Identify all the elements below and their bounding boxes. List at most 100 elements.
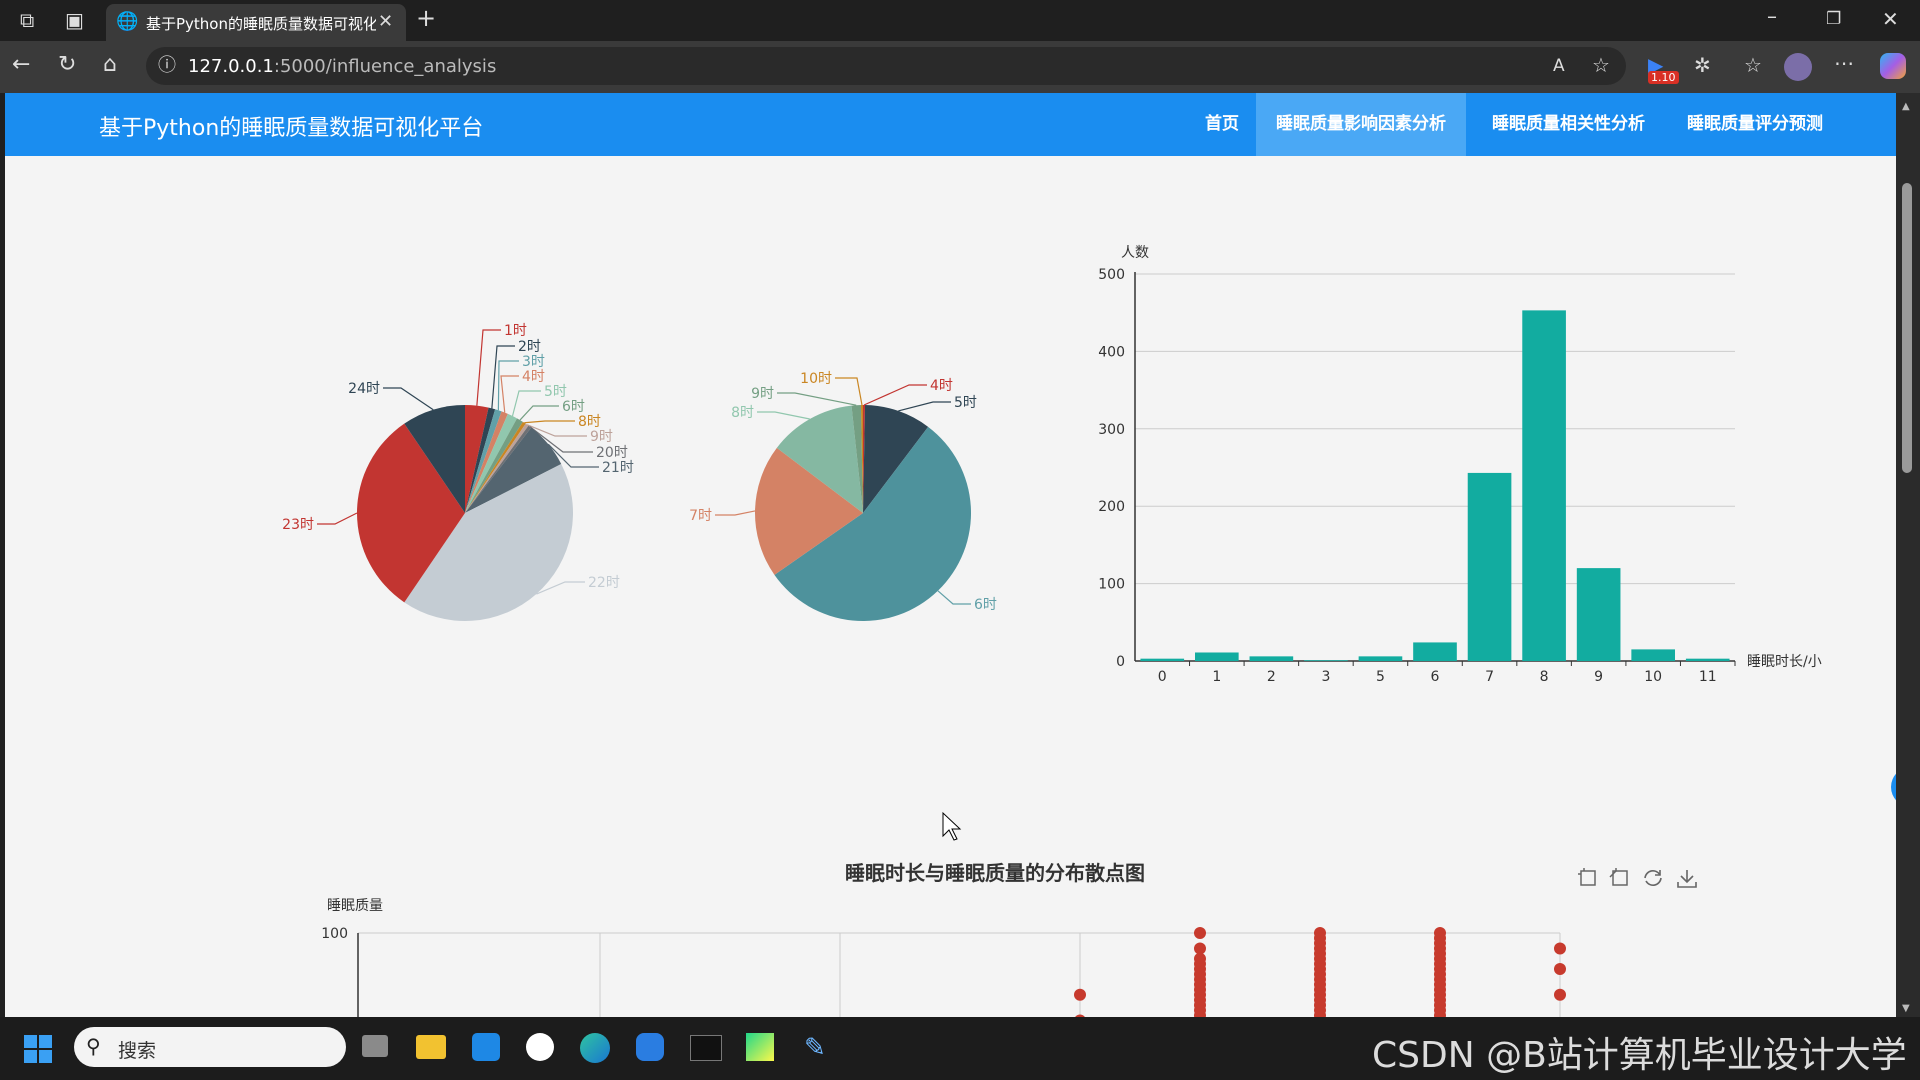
- taskbar-search[interactable]: ⚲ 搜索: [74, 1027, 346, 1067]
- zoom-reset-icon[interactable]: [1609, 868, 1628, 886]
- start-button[interactable]: [24, 1035, 52, 1063]
- scatter-point[interactable]: [1194, 1014, 1206, 1017]
- bar[interactable]: [1576, 568, 1621, 661]
- bar[interactable]: [1522, 310, 1566, 661]
- url-host: 127.0.0.1: [188, 56, 274, 77]
- pie-slice[interactable]: [851, 405, 863, 513]
- pie-slice[interactable]: [465, 409, 502, 513]
- pie-slice[interactable]: [465, 411, 508, 513]
- restore-icon[interactable]: [1644, 870, 1662, 886]
- download-icon[interactable]: [1677, 870, 1697, 888]
- scroll-up-icon[interactable]: ▲: [1902, 101, 1910, 112]
- scatter-point[interactable]: [1314, 1009, 1326, 1017]
- qq-icon[interactable]: [526, 1033, 554, 1061]
- tab-title: 基于Python的睡眠质量数据可视化: [146, 15, 376, 33]
- home-icon[interactable]: ⌂: [103, 52, 117, 77]
- favorite-star-icon[interactable]: ☆: [1592, 53, 1610, 77]
- pie-slice[interactable]: [863, 405, 866, 513]
- pie-slice[interactable]: [465, 421, 526, 513]
- file-explorer-icon[interactable]: [416, 1035, 446, 1059]
- scatter-point[interactable]: [1314, 1014, 1326, 1017]
- bar[interactable]: [1467, 472, 1512, 661]
- site-info-icon[interactable]: ⓘ: [158, 55, 176, 76]
- app-blue-icon[interactable]: [472, 1033, 500, 1061]
- pen-app-icon[interactable]: ✎: [804, 1033, 826, 1063]
- y-axis-label: 人数: [1121, 245, 1149, 261]
- active-tab[interactable]: 🌐 基于Python的睡眠质量数据可视化 ✕: [106, 4, 406, 41]
- pie-slice[interactable]: [465, 425, 532, 513]
- terminal-icon[interactable]: [690, 1035, 722, 1061]
- close-window-icon[interactable]: ✕: [1882, 7, 1899, 31]
- scrollbar-thumb[interactable]: [1902, 183, 1912, 473]
- pie-slice[interactable]: [404, 405, 465, 513]
- copilot-icon[interactable]: [1880, 53, 1906, 79]
- close-tab-icon[interactable]: ✕: [378, 11, 394, 32]
- pie-slice[interactable]: [356, 423, 465, 603]
- cloud-app-icon[interactable]: [636, 1033, 664, 1061]
- bar[interactable]: [1140, 658, 1185, 661]
- pie-slice[interactable]: [465, 405, 489, 513]
- bar[interactable]: [1249, 656, 1294, 661]
- more-menu-icon[interactable]: ⋯: [1834, 51, 1854, 75]
- page-scrollbar[interactable]: ▲ ▼: [1896, 93, 1920, 1017]
- favorites-icon[interactable]: ☆: [1744, 53, 1762, 77]
- bar[interactable]: [1304, 660, 1348, 661]
- scatter-point[interactable]: [1194, 1009, 1206, 1017]
- pie-slice[interactable]: [755, 447, 863, 575]
- extensions-puzzle-icon[interactable]: ✲: [1694, 53, 1711, 77]
- pie-slice[interactable]: [465, 407, 496, 513]
- profile-avatar[interactable]: [1784, 53, 1812, 81]
- scatter-point[interactable]: [1074, 1014, 1086, 1017]
- scatter-point[interactable]: [1554, 988, 1566, 1001]
- scatter-point[interactable]: [1554, 963, 1566, 976]
- back-icon[interactable]: ←: [12, 52, 31, 77]
- pie-slice[interactable]: [404, 463, 573, 621]
- scatter-point[interactable]: [1434, 1014, 1446, 1017]
- bar[interactable]: [1413, 642, 1457, 661]
- nav-influence-analysis[interactable]: 睡眠质量影响因素分析: [1256, 93, 1466, 156]
- workspaces-icon[interactable]: ⧉: [20, 8, 35, 32]
- pie-slice[interactable]: [860, 405, 863, 513]
- bar[interactable]: [1195, 652, 1239, 661]
- read-aloud-icon[interactable]: A: [1553, 56, 1565, 76]
- scatter-point[interactable]: [1434, 1009, 1446, 1017]
- scatter-point[interactable]: [1194, 927, 1206, 939]
- pie-slice[interactable]: [465, 413, 518, 513]
- y-tick-label: 100: [321, 926, 348, 942]
- nav-score-prediction[interactable]: 睡眠质量评分预测: [1687, 114, 1823, 134]
- nav-home[interactable]: 首页: [1205, 114, 1239, 134]
- pycharm-icon[interactable]: [746, 1033, 774, 1061]
- task-view-icon[interactable]: [362, 1035, 388, 1057]
- bar[interactable]: [1631, 649, 1675, 661]
- pie-label-line: [524, 420, 575, 424]
- refresh-icon[interactable]: ↻: [58, 52, 77, 77]
- zoom-select-icon[interactable]: [1578, 868, 1596, 886]
- site-brand[interactable]: 基于Python的睡眠质量数据可视化平台: [99, 116, 484, 141]
- scroll-down-icon[interactable]: ▼: [1902, 1003, 1910, 1014]
- edge-browser-icon[interactable]: [580, 1033, 610, 1063]
- pie-label: 23时: [282, 517, 314, 533]
- x-tick-label: 2: [1267, 669, 1276, 685]
- pie-slice[interactable]: [774, 426, 972, 622]
- address-bar[interactable]: ⓘ 127.0.0.1:5000/influence_analysis A ☆: [146, 47, 1626, 85]
- side-expand-button[interactable]: ‹: [1891, 767, 1896, 807]
- scatter-point[interactable]: [1194, 942, 1206, 955]
- bar[interactable]: [1685, 658, 1730, 661]
- scatter-point[interactable]: [1554, 942, 1566, 955]
- bar[interactable]: [1358, 656, 1403, 661]
- pie-slice[interactable]: [465, 423, 529, 513]
- top-navbar: 基于Python的睡眠质量数据可视化平台 首页 睡眠质量影响因素分析 睡眠质量相…: [5, 93, 1896, 156]
- pie-slice[interactable]: [863, 405, 929, 513]
- vertical-tabs-icon[interactable]: ▣: [65, 8, 84, 32]
- scatter-point[interactable]: [1074, 988, 1086, 1001]
- pie-label-line: [835, 377, 863, 406]
- extension-icon[interactable]: ▶: [1648, 53, 1664, 77]
- pie-slice[interactable]: [465, 427, 562, 513]
- maximize-icon[interactable]: ❐: [1826, 9, 1842, 29]
- pie-label: 9时: [751, 386, 774, 402]
- minimize-icon[interactable]: –: [1767, 4, 1777, 28]
- new-tab-icon[interactable]: +: [416, 4, 437, 32]
- pie-slice[interactable]: [465, 418, 523, 513]
- pie-slice[interactable]: [776, 405, 863, 513]
- nav-correlation-analysis[interactable]: 睡眠质量相关性分析: [1492, 114, 1645, 134]
